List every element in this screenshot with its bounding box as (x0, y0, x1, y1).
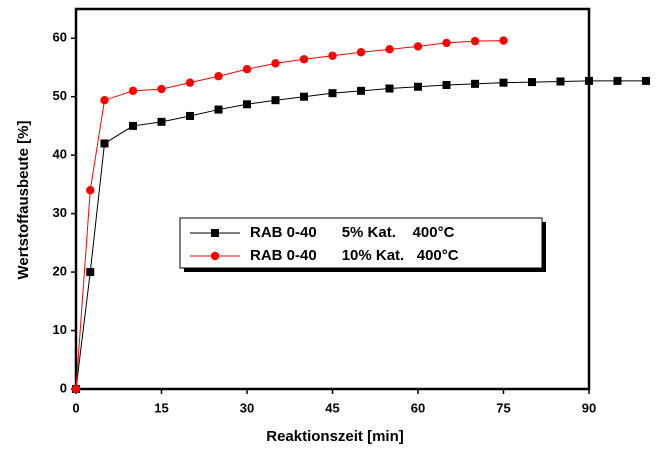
y-tick-label: 50 (53, 88, 67, 103)
marker (385, 45, 394, 54)
series-line (75, 40, 504, 390)
marker (214, 72, 223, 81)
marker (613, 76, 622, 85)
x-tick-label: 45 (325, 400, 339, 415)
y-tick-label: 30 (53, 205, 67, 220)
marker (414, 82, 422, 91)
marker (442, 81, 451, 89)
marker (413, 42, 423, 51)
legend-label: RAB 0-40 10% Kat. 400°C (250, 247, 459, 264)
legend-label: RAB 0-40 5% Kat. 400°C (250, 224, 455, 241)
marker (211, 229, 219, 237)
plot-frame (74, 7, 591, 391)
marker (442, 38, 451, 48)
y-tick-label: 40 (53, 147, 67, 162)
marker (471, 79, 479, 88)
y-tick-label: 0 (60, 380, 67, 395)
x-tick-label: 60 (411, 400, 425, 415)
marker (585, 76, 593, 85)
marker (157, 117, 166, 126)
marker (128, 86, 138, 96)
marker (185, 78, 195, 87)
marker (271, 59, 280, 68)
marker (642, 76, 650, 85)
marker (328, 89, 337, 98)
marker (186, 111, 194, 120)
marker (499, 78, 508, 87)
marker (271, 96, 280, 105)
marker (86, 186, 95, 195)
x-tick-label: 15 (154, 400, 168, 415)
x-tick-label: 30 (240, 400, 254, 415)
y-tick-label: 20 (53, 264, 67, 279)
marker (86, 268, 95, 277)
marker (300, 92, 308, 101)
marker (357, 86, 365, 95)
x-tick-label: 90 (582, 400, 596, 415)
marker (129, 121, 137, 130)
marker (499, 36, 508, 45)
x-tick-label: 0 (72, 400, 79, 415)
marker (528, 78, 536, 87)
legend-box (179, 217, 543, 269)
marker (100, 96, 109, 105)
marker (299, 55, 309, 64)
marker (243, 100, 251, 109)
y-tick-label: 10 (53, 322, 67, 337)
marker (242, 65, 252, 74)
marker (556, 77, 565, 86)
marker (210, 251, 220, 261)
marker (470, 36, 480, 46)
x-axis-label: Reaktionszeit [min] (266, 428, 404, 445)
marker (157, 84, 166, 94)
marker (100, 139, 109, 148)
marker (214, 105, 223, 114)
y-axis-label: Wertstoffausbeute [%] (15, 121, 32, 280)
marker (356, 48, 366, 57)
x-tick-label: 75 (496, 400, 510, 415)
marker (328, 51, 337, 60)
marker (385, 84, 394, 93)
series-line (75, 80, 646, 390)
y-tick-label: 60 (53, 30, 67, 45)
marker (71, 384, 81, 394)
